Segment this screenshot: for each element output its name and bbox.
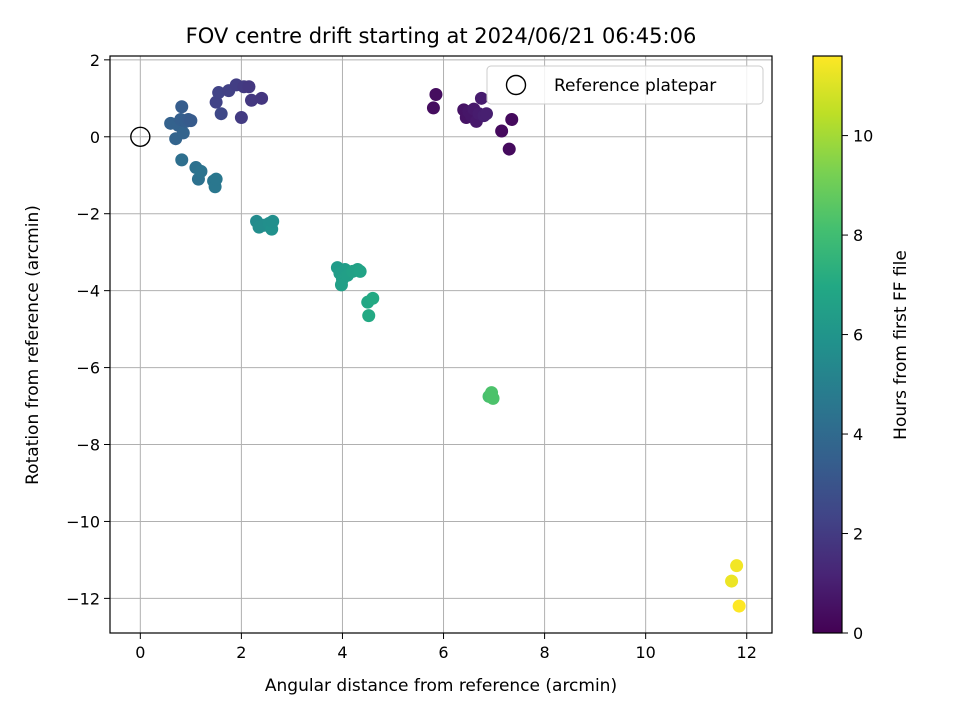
- x-tick-label: 6: [438, 643, 448, 662]
- colorbar-ticks: 0 2 4 6 8 10: [842, 127, 873, 643]
- data-point: [266, 214, 280, 228]
- data-point: [212, 86, 226, 100]
- data-point: [175, 153, 189, 167]
- x-tick-label: 10: [635, 643, 655, 662]
- y-tick-label: −10: [66, 512, 100, 531]
- data-point: [176, 126, 190, 140]
- colorbar-tick-label: 6: [853, 326, 863, 345]
- data-point: [429, 87, 443, 101]
- y-tick-label: −4: [76, 282, 100, 301]
- colorbar-label: Hours from first FF file: [891, 250, 911, 440]
- data-point: [175, 100, 189, 114]
- reference-platepar-marker: [130, 126, 151, 147]
- data-points: [164, 78, 746, 613]
- x-tick-label: 2: [236, 643, 246, 662]
- y-tick-label: −2: [76, 205, 100, 224]
- legend-entry-reference: Reference platepar: [554, 76, 716, 96]
- data-point: [502, 142, 516, 156]
- chart-title: FOV centre drift starting at 2024/06/21 …: [186, 24, 697, 48]
- colorbar: 0 2 4 6 8 10 Hours from first FF file: [812, 55, 911, 643]
- y-tick-label: −12: [66, 589, 100, 608]
- data-point: [184, 114, 198, 128]
- data-point: [505, 112, 519, 126]
- data-point: [234, 111, 248, 125]
- x-tick-label: 8: [540, 643, 550, 662]
- colorbar-tick-label: 4: [853, 425, 863, 444]
- data-point: [362, 309, 376, 323]
- data-point: [209, 172, 223, 186]
- data-point: [730, 559, 744, 573]
- legend-marker: [505, 74, 527, 96]
- data-point: [353, 264, 367, 278]
- data-point: [255, 91, 269, 105]
- x-tick-label: 4: [337, 643, 347, 662]
- data-point: [474, 91, 488, 105]
- reference-marker: [130, 126, 151, 147]
- colorbar-tick-label: 8: [853, 226, 863, 245]
- data-point: [242, 80, 256, 94]
- plot-frame: [109, 55, 773, 634]
- y-tick-label: 2: [90, 51, 100, 70]
- x-axis-ticks: 0 2 4 6 8 10 12: [135, 633, 757, 662]
- y-axis-label: Rotation from reference (arcmin): [23, 205, 43, 485]
- x-axis-label: Angular distance from reference (arcmin): [265, 676, 617, 696]
- x-tick-label: 12: [737, 643, 757, 662]
- data-point: [426, 101, 440, 115]
- data-point: [244, 93, 258, 107]
- data-point: [732, 599, 746, 613]
- y-tick-label: 0: [90, 128, 100, 147]
- data-point: [366, 291, 380, 305]
- x-tick-label: 0: [135, 643, 145, 662]
- data-point: [725, 574, 739, 588]
- data-point: [486, 391, 500, 405]
- legend-box: [486, 65, 764, 105]
- colorbar-tick-label: 10: [853, 127, 873, 146]
- colorbar-tick-label: 0: [853, 624, 863, 643]
- colorbar-tick-label: 2: [853, 525, 863, 544]
- y-tick-label: −8: [76, 436, 100, 455]
- data-point: [495, 124, 509, 138]
- data-point: [479, 107, 493, 121]
- data-point: [334, 278, 348, 292]
- data-point: [214, 107, 228, 121]
- grid-lines: [110, 56, 772, 633]
- y-axis-ticks: 2 0 −2 −4 −6 −8 −10 −12: [66, 51, 110, 608]
- colorbar-gradient: [812, 55, 843, 634]
- legend: Reference platepar: [486, 65, 764, 105]
- data-point: [194, 164, 208, 178]
- y-tick-label: −6: [76, 359, 100, 378]
